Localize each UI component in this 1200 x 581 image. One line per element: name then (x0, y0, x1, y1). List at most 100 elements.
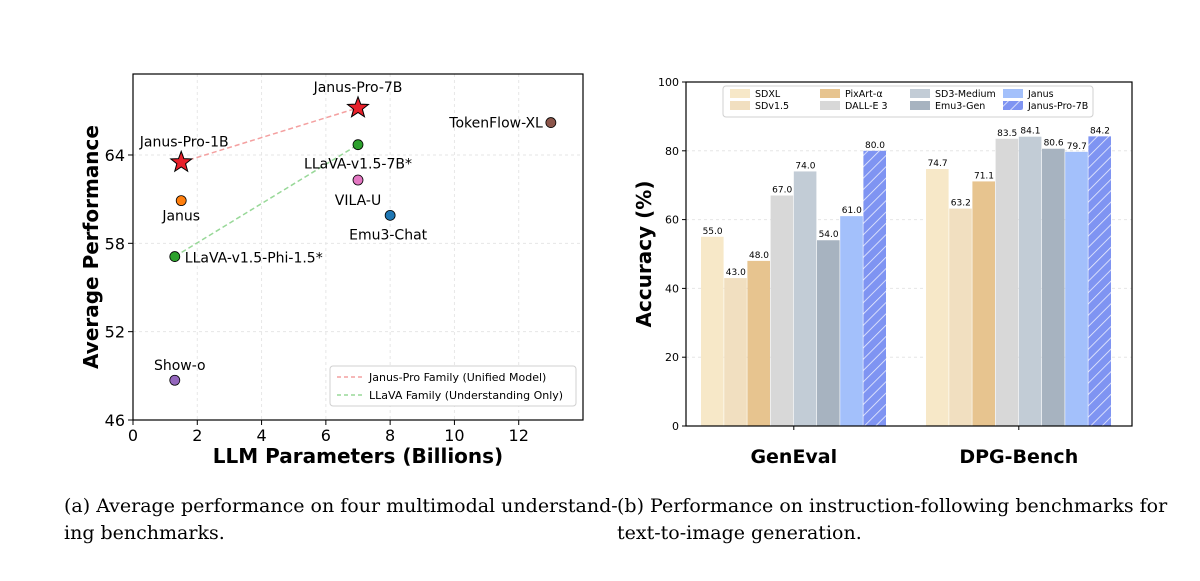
legend-label-emu3-gen: Emu3-Gen (935, 101, 985, 112)
label-janus-pro-1b: Janus-Pro-1B (139, 134, 229, 150)
legend-label-janus: Janus (1027, 89, 1054, 100)
legend-label-sdv1-5: SDv1.5 (755, 101, 789, 112)
scatter-grid (132, 74, 583, 421)
scatter-points (169, 95, 557, 386)
bar-value-label: 48.0 (749, 251, 769, 261)
x-tick-label: 12 (509, 426, 529, 445)
point-emu3-chat (384, 209, 396, 221)
caption-a: (a) Average performance on four multimod… (64, 493, 618, 547)
point-janus-pro-7b (346, 95, 370, 118)
bar-value-label: 54.0 (819, 230, 839, 240)
bar-y-tick-label: 60 (665, 214, 679, 227)
x-tick-label: 6 (321, 426, 331, 445)
legend-swatch-sdxl (730, 89, 750, 98)
scatter-frame (132, 73, 584, 421)
scatter-x-axis-label: LLM Parameters (Billions) (213, 444, 503, 468)
point-janus-pro-1b (169, 149, 194, 173)
bar-y-tick-label: 80 (665, 145, 679, 158)
bar-category-dpg-bench: DPG-Bench (959, 446, 1078, 468)
bar-dpg-bench-pixart (972, 181, 995, 426)
point-tokenflow-xl (545, 117, 557, 128)
point-vila-u (352, 174, 364, 186)
point-llava-v1-5-phi-1-5 (169, 251, 181, 262)
janus-pro-family-unified-model-line (180, 107, 359, 164)
bar-value-label: 83.5 (997, 129, 1017, 139)
bar-category-geneval: GenEval (750, 446, 837, 468)
bar-value-label: 79.7 (1067, 142, 1087, 152)
scatter-chart: Janus-Pro-7B Janus-Pro-1B TokenFlow-XL LLaV… (79, 73, 584, 468)
legend-swatch-janus-pro-7b (1003, 101, 1023, 110)
family-lines (174, 107, 359, 258)
legend-label-sd3-medium: SD3-Medium (935, 89, 996, 100)
bar-value-label: 80.6 (1044, 139, 1064, 149)
bar-geneval-dall-e-3 (770, 195, 794, 426)
bar-geneval-sdxl (701, 236, 724, 426)
bar-dpg-bench-dall-e-3 (995, 138, 1019, 426)
bar-value-label: 80.0 (865, 141, 885, 151)
bar-dpg-bench-emu3-gen (1042, 148, 1065, 426)
bar-geneval-sdv1-5 (724, 278, 747, 426)
bar-value-label: 84.1 (1020, 127, 1040, 137)
point-labels: Janus-Pro-7B Janus-Pro-1B TokenFlow-XL LLaV… (139, 80, 543, 374)
bar-y-tick-label: 40 (665, 282, 679, 295)
bar-dpg-bench-janus (1065, 151, 1088, 426)
scatter-y-axis-label: Average Performance (79, 125, 103, 369)
bar-y-axis-label: Accuracy (%) (632, 181, 656, 328)
bar-value-label: 67.0 (772, 186, 792, 196)
bar-geneval-janus-pro-7b (863, 150, 886, 427)
bar-value-label: 43.0 (726, 268, 746, 278)
point-janus (175, 195, 187, 207)
x-tick-label: 2 (192, 426, 202, 445)
legend-swatch-janus (1003, 89, 1023, 98)
bar-value-label: 71.1 (974, 171, 994, 181)
label-tokenflow-xl: TokenFlow-XL (448, 116, 543, 132)
bar-series (701, 136, 1111, 427)
bar-dpg-bench-janus-pro-7b (1088, 136, 1111, 427)
legend-swatch-dall-e-3 (820, 101, 840, 110)
bar-value-label: 74.7 (928, 159, 948, 169)
bar-value-label: 63.2 (951, 199, 971, 209)
label-janus-pro-7b: Janus-Pro-7B (313, 80, 403, 96)
caption-a-line1: (a) Average performance on four multimod… (64, 495, 618, 517)
legend-label-sdxl: SDXL (755, 89, 781, 100)
bar-y-tick-label: 20 (665, 351, 679, 364)
legend-swatch-sdv1-5 (730, 101, 750, 110)
label-show-o: Show-o (154, 358, 206, 374)
bar-value-labels: 55.0 43.048.0 67.0 74.0 54.0 61.0 80.0 74.7 63.2… (703, 126, 1110, 278)
x-tick-label: 8 (385, 426, 395, 445)
y-tick-label: 58 (105, 234, 125, 253)
legend-swatch-sd3-medium (910, 89, 930, 98)
bar-geneval-emu3-gen (817, 240, 840, 426)
bar-frame (685, 81, 1133, 427)
label-llava-v1-5-7b: LLaVA-v1.5-7B* (304, 157, 412, 173)
y-tick-label: 46 (105, 411, 125, 430)
point-show-o (169, 374, 181, 386)
y-tick-label: 52 (105, 323, 125, 342)
bar-dpg-bench-sdv1-5 (949, 208, 972, 426)
x-tick-label: 0 (128, 426, 138, 445)
point-llava-v1-5-7b (352, 139, 364, 151)
y-tick-label: 64 (105, 146, 125, 165)
bar-geneval-sd3-medium (793, 171, 817, 426)
bar-value-label: 61.0 (842, 206, 862, 216)
label-emu3-chat: Emu3-Chat (349, 227, 428, 243)
bar-y-tick-label: 0 (672, 420, 679, 433)
llava-family-understanding-only-line (174, 144, 359, 258)
x-tick-label: 4 (256, 426, 266, 445)
label-vila-u: VILA-U (335, 193, 381, 209)
legend-swatch-emu3-gen (910, 101, 930, 110)
bar-dpg-bench-sd3-medium (1018, 136, 1042, 427)
legend-label-janus-pro-7b: Janus-Pro-7B (1027, 101, 1088, 112)
bar-legend-box (722, 85, 1094, 118)
x-tick-label: 10 (444, 426, 464, 445)
caption-b-line1: (b) Performance on instruction-following… (617, 495, 1168, 517)
caption-b-line2: text-to-image generation. (617, 522, 862, 544)
label-llava-v1-5-phi-1-5: LLaVA-v1.5-Phi-1.5* (185, 251, 323, 267)
bar-value-label: 55.0 (703, 227, 723, 237)
bar-dpg-bench-sdxl (926, 169, 949, 427)
bar-geneval-janus (840, 216, 863, 426)
scatter-legend: Janus-Pro Family (Unified Model) LLaVA F… (329, 365, 577, 407)
